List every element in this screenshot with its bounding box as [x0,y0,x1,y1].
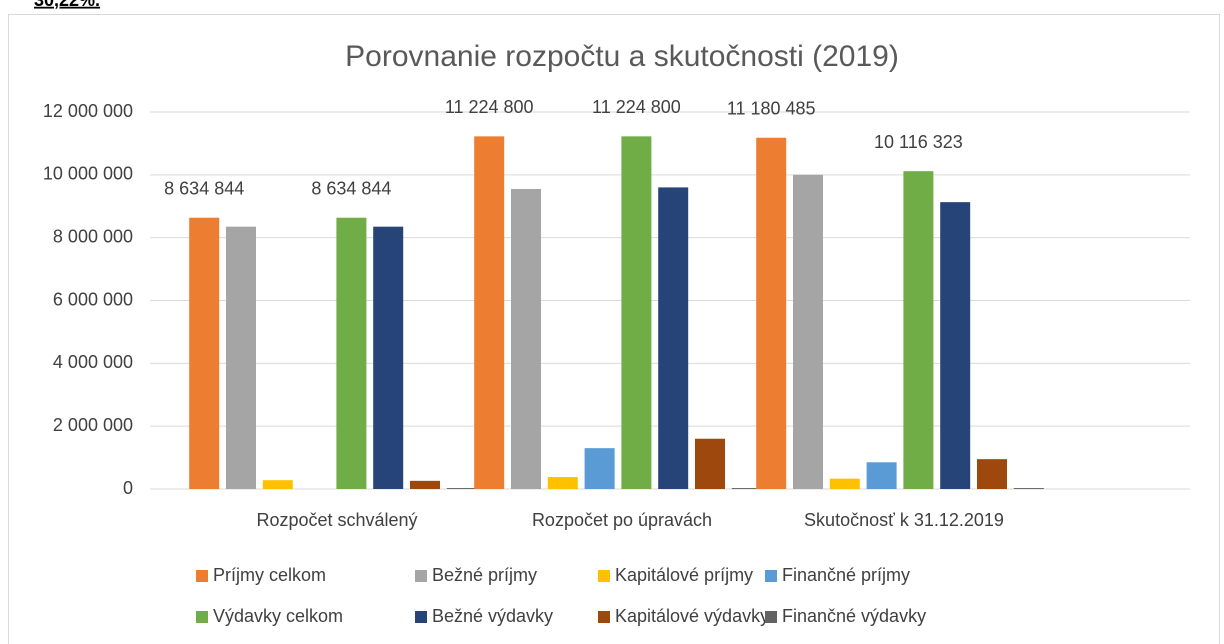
bar [373,226,404,489]
y-tick-label: 10 000 000 [43,164,133,184]
legend-label: Kapitálové výdavky [615,606,769,626]
bar [547,477,578,489]
legend-swatch [196,570,208,582]
y-tick-label: 2 000 000 [53,415,133,435]
bar [262,480,293,489]
legend-swatch [415,570,427,582]
chart-title: Porovnanie rozpočtu a skutočnosti (2019) [345,40,899,73]
legend-label: Kapitálové príjmy [615,565,753,585]
bar [474,136,505,490]
bar [756,137,787,489]
bar [866,462,897,489]
header-text: 30,22%. [34,0,100,10]
x-tick-label: Rozpočet schválený [256,510,417,530]
bar [731,488,762,489]
data-label: 8 634 844 [311,178,391,198]
bar [1013,488,1044,489]
bar [793,174,823,490]
y-tick-label: 8 000 000 [53,226,133,246]
legend-label: Bežné príjmy [432,565,537,585]
y-tick-label: 0 [123,478,133,498]
legend-label: Príjmy celkom [213,565,326,585]
bar [940,202,971,489]
legend-label: Bežné výdavky [432,606,553,626]
legend-label: Finančné príjmy [782,565,910,585]
bar [511,188,541,490]
bar [829,478,860,489]
bar [584,448,615,489]
bar [903,171,934,490]
x-tick-label: Rozpočet po úpravách [532,510,712,530]
data-label: 10 116 323 [874,132,963,152]
x-tick-label: Skutočnosť k 31.12.2019 [804,510,1004,530]
data-label: 8 634 844 [164,178,244,198]
legend-swatch [598,570,610,582]
legend-swatch [765,570,777,582]
y-tick-label: 4 000 000 [53,352,133,372]
legend-swatch [415,611,427,623]
legend-swatch [196,611,208,623]
bar [336,217,367,489]
y-tick-label: 12 000 000 [43,101,133,121]
bar [226,226,256,489]
data-label: 11 180 485 [727,98,816,118]
bar [621,136,652,490]
data-label: 11 224 800 [592,97,681,117]
bar [658,187,689,489]
bar [695,438,725,489]
bar [189,217,220,489]
legend-swatch [598,611,610,623]
data-label: 11 224 800 [445,97,534,117]
bar [977,459,1007,489]
bar [410,480,440,489]
y-tick-label: 6 000 000 [53,289,133,309]
legend-label: Finančné výdavky [782,606,926,626]
legend-label: Výdavky celkom [213,606,343,626]
legend-swatch [765,611,777,623]
bar [446,488,477,489]
